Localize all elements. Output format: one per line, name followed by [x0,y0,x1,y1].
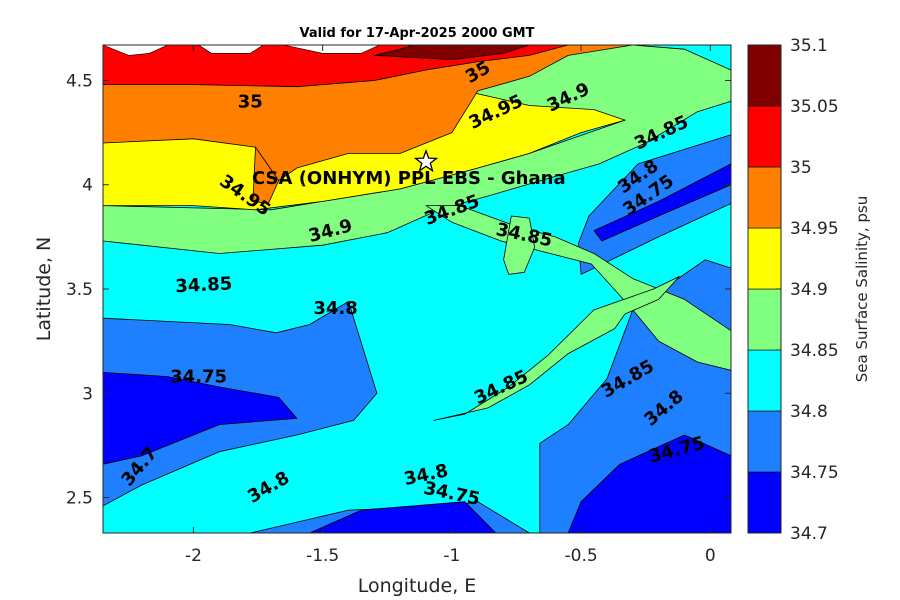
x-axis: -2 -1.5 -1 -0.5 0 [185,45,716,566]
colorbar-band [747,166,782,229]
site-marker-group: CSA (ONHYM) PPL EBS - Ghana [252,148,566,189]
colorbar-band [747,227,782,290]
x-axis-label: Longitude, E [358,575,477,597]
colorbar-band [747,44,782,107]
x-tick-label: 0 [705,546,716,566]
contour-region-9 [425,205,732,371]
colorbar-tick-label: 34.95 [790,219,839,239]
y-tick-label: 3 [82,384,93,404]
colorbar-band [747,471,782,534]
site-star-icon [413,148,439,173]
y-tick-label: 2.5 [66,489,93,509]
contour-label: 34.75 [170,367,227,388]
y-axis: 2.5 3 3.5 4 4.5 [66,71,731,509]
colorbar-tick-label: 34.75 [790,463,839,483]
contour-label: 34.85 [175,273,233,297]
colorbar-tick-label: 34.9 [790,280,828,300]
contour-plot-area [102,44,732,534]
colorbar-tick-label: 34.85 [790,341,839,361]
colorbar-tick-label: 34.7 [790,524,828,544]
chart-title: Valid for 17-Apr-2025 2000 GMT [300,26,535,41]
x-tick-label: -0.5 [565,546,598,566]
x-tick-label: -1 [443,546,460,566]
y-tick-label: 3.5 [66,280,93,300]
contour-region-11 [503,215,535,275]
contour-region-4 [102,371,298,465]
site-label: CSA (ONHYM) PPL EBS - Ghana [252,168,566,189]
y-tick-label: 4 [82,176,93,196]
colorbar-band [747,410,782,473]
colorbar-label: Sea Surface Salinity, psu [853,196,871,382]
colorbar-band [747,349,782,412]
colorbar-tick-label: 34.8 [790,402,828,422]
y-tick-label: 4.5 [66,71,93,91]
colorbar-tick-label: 35 [790,158,812,178]
contour-region-14 [252,146,280,204]
x-tick-label: -1.5 [306,546,339,566]
contour-region-10 [433,276,680,421]
y-axis-label: Latitude, N [33,237,55,342]
colorbar-band [747,288,782,351]
contour-label: 34.8 [313,298,357,319]
colorbar-tick-label: 35.1 [790,36,828,56]
colorbar-band [747,105,782,168]
contour-label: 35 [238,91,263,112]
colorbar: 34.7 34.75 34.8 34.85 34.9 34.95 35 35.05 35.1 [747,36,839,544]
x-tick-label: -2 [185,546,202,566]
colorbar-tick-label: 35.05 [790,97,839,117]
